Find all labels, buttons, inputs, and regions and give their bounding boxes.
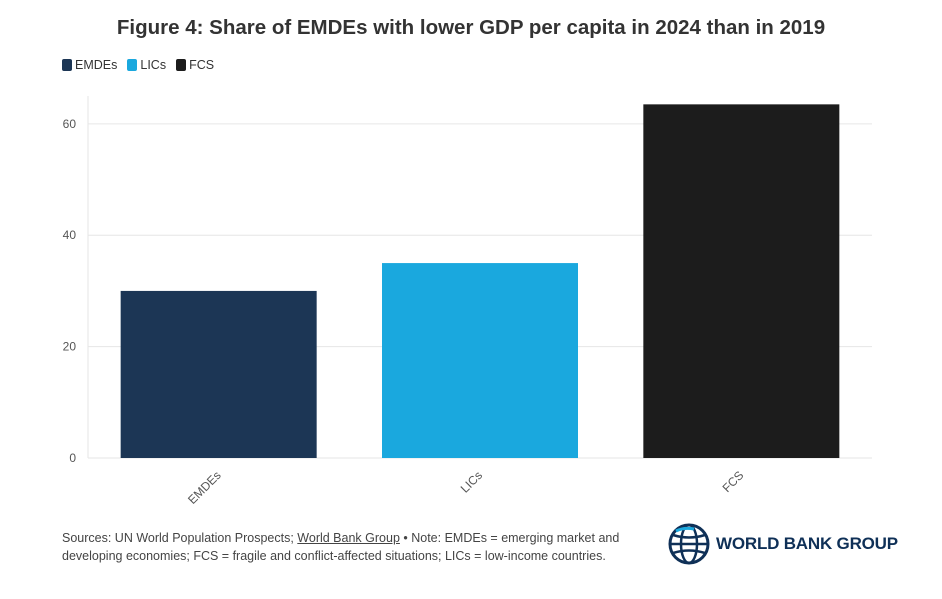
bar-fcs[interactable] <box>643 104 840 458</box>
x-tick-label: EMDEs <box>185 468 224 507</box>
legend-label-emdes: EMDEs <box>75 58 118 72</box>
legend-item-lics[interactable]: LICs <box>127 58 166 72</box>
bar-emdes[interactable] <box>120 290 317 458</box>
x-tick-label: LICs <box>458 468 485 495</box>
world-bank-logo[interactable]: WORLD BANK GROUP <box>668 523 898 565</box>
legend-label-lics: LICs <box>140 58 167 72</box>
chart-footer: Sources: UN World Population Prospects; … <box>62 529 662 565</box>
legend-item-emdes[interactable]: EMDEs <box>62 58 117 72</box>
legend-swatch-emdes <box>62 59 72 71</box>
y-tick-label: 40 <box>63 228 77 242</box>
legend-item-fcs[interactable]: FCS <box>176 58 214 72</box>
x-tick-label: FCS <box>720 468 747 495</box>
legend-swatch-lics <box>127 59 138 71</box>
y-tick-label: 60 <box>63 117 77 131</box>
chart-title: Figure 4: Share of EMDEs with lower GDP … <box>116 16 826 39</box>
footer-note: • Note: EMDEs = emerging market and deve… <box>62 531 620 563</box>
y-tick-label: 20 <box>63 340 77 354</box>
logo-text: WORLD BANK GROUP <box>716 534 898 553</box>
legend-label-fcs: FCS <box>189 58 215 72</box>
bar-chart: 0 20 40 60 EMDEs LICs FCS <box>63 96 872 507</box>
globe-icon <box>668 523 710 565</box>
bar-lics[interactable] <box>382 263 578 458</box>
footer-sources: Sources: UN World Population Prospects; <box>62 531 298 545</box>
chart-legend: EMDEs LICs FCS <box>62 58 214 72</box>
footer-sources-link[interactable]: World Bank Group <box>297 531 400 545</box>
y-tick-label: 0 <box>69 451 76 465</box>
legend-swatch-fcs <box>176 59 187 71</box>
